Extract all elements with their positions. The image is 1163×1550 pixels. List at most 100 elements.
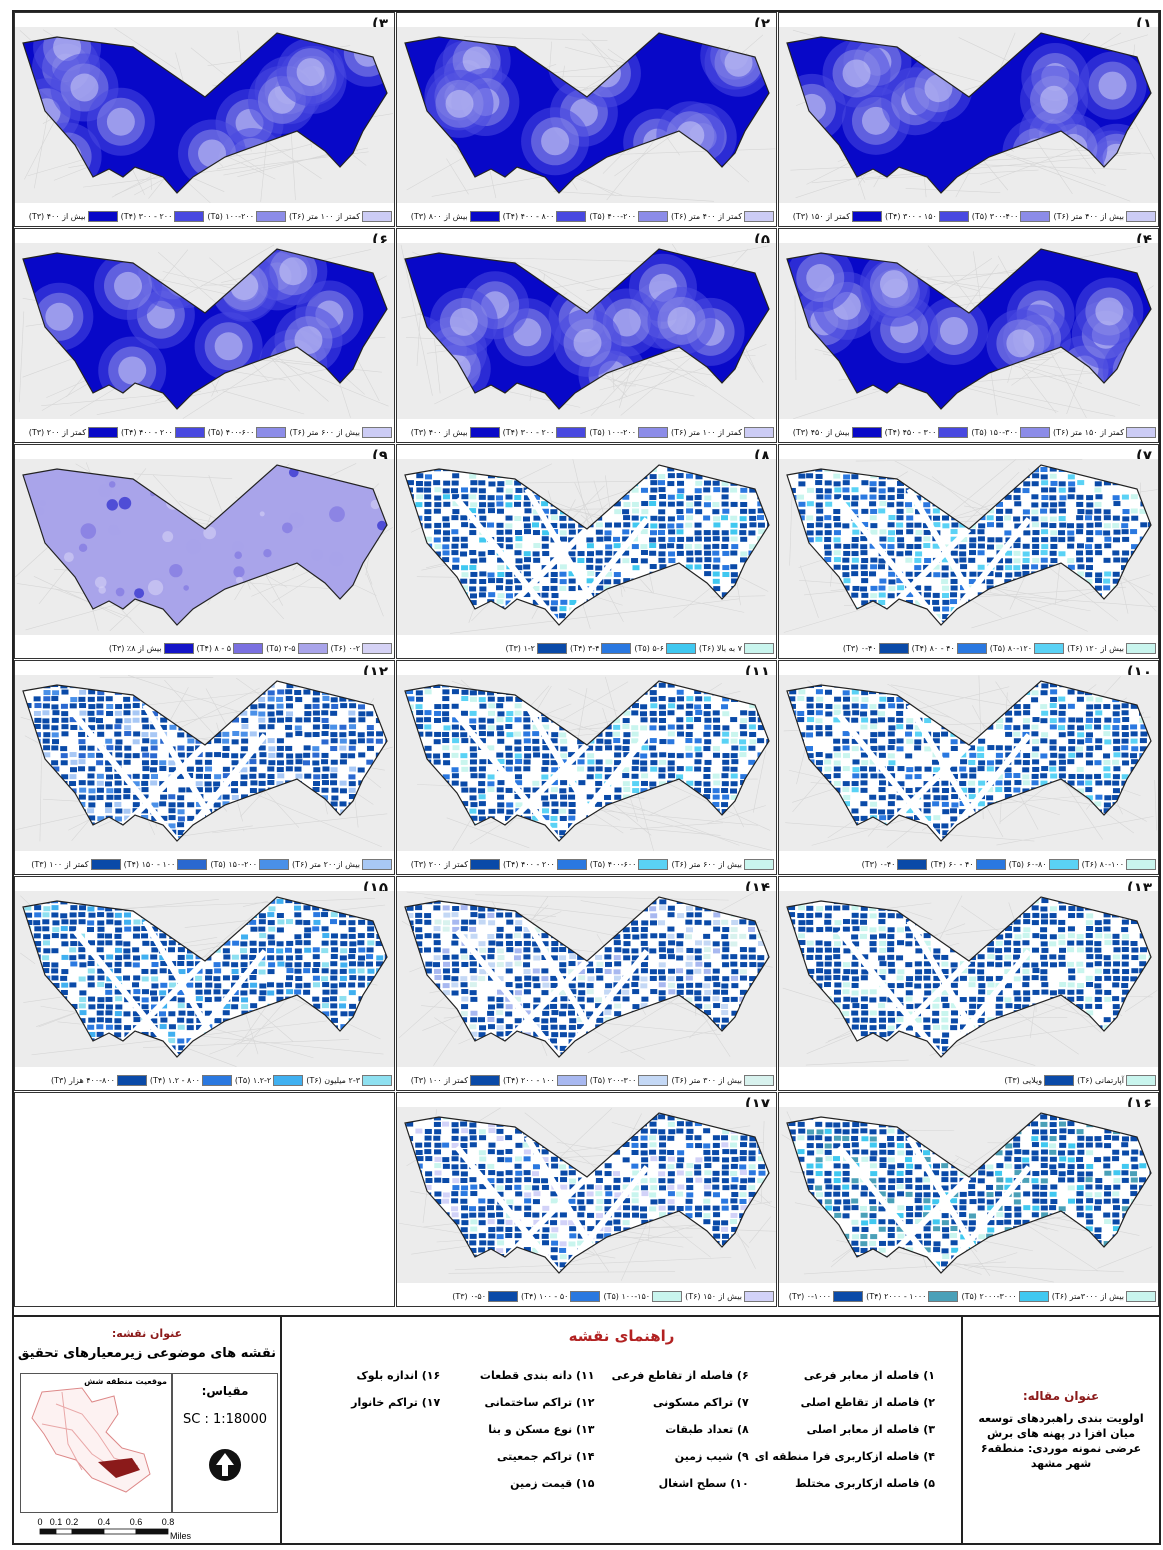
legend-item: ۱.۲-۲ (T۵): [235, 1074, 304, 1086]
thematic-map-panel: (۱۴ بیش از ۳۰۰ متر (T۶) ۲۰۰-۳۰۰ (T۵) ۱۰۰ - …: [396, 876, 777, 1091]
legend-item: بیش از ۸٪ (T۳): [109, 642, 194, 654]
legend-list-item: [292, 1450, 446, 1477]
panel-legend: بیش از ۱۲۰ (T۶) ۸۰-۱۲۰ (T۵) ۴۰ - ۸۰ (T۴) ۰-…: [781, 641, 1156, 655]
legend-item: ۴۰ - ۶۰ (T۴): [930, 858, 1006, 870]
legend-list-item: ۵) فاصله ازکاربری مختلط: [795, 1477, 935, 1490]
legend-label: بیش از ۴۰۰ (T۳): [410, 427, 468, 437]
legend-swatch: [470, 1074, 501, 1086]
legend-swatch: [362, 426, 392, 438]
legend-swatch: [362, 1074, 392, 1086]
legend-item: ۴۰۰-۶۰۰ (T۵): [208, 426, 287, 438]
legend-label: ۱۵۰-۲۰۰ (T۵): [210, 859, 257, 869]
legend-item: کمتر از ۲۰۰ (T۳): [411, 858, 501, 870]
legend-list-item: [292, 1423, 446, 1450]
legend-swatch: [556, 1074, 587, 1086]
legend-label: ۸۰-۱۰۰ (T۶): [1081, 859, 1124, 869]
legend-swatch: [556, 210, 587, 222]
scalebar-tick: 0.1: [50, 1517, 63, 1527]
legend-item: ۱-۲ (T۳): [505, 642, 567, 654]
legend-label: کمتر از ۱۵۰ (T۳): [792, 211, 851, 221]
legend-label: ۴۰۰-۲۰۰ (T۵): [589, 211, 637, 221]
legend-label: بیش از ۱۵۰ (T۶): [685, 1291, 742, 1301]
legend-swatch: [975, 858, 1006, 870]
legend-swatch: [638, 426, 669, 438]
legend-item: کمتر از ۱۰۰ (T۳): [31, 858, 121, 870]
inset-caption: موقعیت منطقه شش: [84, 1377, 167, 1386]
legend-list-item: ۱۴) تراکم جمعیتی: [496, 1450, 595, 1463]
legend-swatch: [116, 1074, 147, 1086]
legend-item: ۲۰۰ - ۴۰۰ (T۴): [503, 858, 587, 870]
legend-swatch: [362, 858, 392, 870]
district-boundary: [786, 248, 1152, 410]
legend-swatch: [1034, 642, 1065, 654]
thematic-map-image: [397, 891, 776, 1067]
legend-item: ۰-۴۰ (T۳): [861, 858, 928, 870]
legend-list-item: ۱۵) قیمت زمین: [510, 1477, 595, 1490]
panel-legend: بیش از ۶۰۰ متر (T۶) ۴۰۰-۶۰۰ (T۵) ۲۰۰ - ۴۰۰…: [17, 425, 392, 439]
panel-legend: بیش از ۳۰۰ متر (T۶) ۲۰۰-۳۰۰ (T۵) ۱۰۰ - ۲۰۰…: [399, 1073, 774, 1087]
thematic-map-panel: (۳ کمتر از ۱۰۰ متر (T۶) ۱۰۰-۲۰۰ (T۵) ۲۰۰ - …: [14, 12, 395, 227]
district-boundary: [404, 248, 770, 410]
thematic-map-image: [397, 27, 776, 203]
legend-item: ۴۰۰-۶۰۰ (T۵): [589, 858, 669, 870]
legend-swatch: [256, 426, 287, 438]
legend-item: ۱۰۰-۱۵۰ (T۵): [603, 1290, 683, 1302]
legend-swatch: [273, 1074, 304, 1086]
legend-swatch: [897, 858, 928, 870]
panel-legend: ۸۰-۱۰۰ (T۶) ۶۰-۸۰ (T۵) ۴۰ - ۶۰ (T۴) ۰-۴۰ (T…: [781, 857, 1156, 871]
thematic-map-image: [397, 459, 776, 635]
legend-item: ۱۰۰-۲۰۰ (T۵): [589, 426, 669, 438]
district-six-highlight: [98, 1458, 140, 1478]
legend-item: کمتر از ۱۰۰ متر (T۶): [289, 210, 392, 222]
map-legend-heading: راهنمای نقشه: [568, 1327, 675, 1345]
panel-legend: بیش از ۱۵۰ (T۶) ۱۰۰-۱۵۰ (T۵) ۵۰ - ۱۰۰ (T۴)…: [399, 1289, 774, 1303]
legend-label: ۰-۴۰ (T۳): [861, 859, 896, 869]
article-title: اولویت بندی راهبردهای توسعه میان افزا در…: [978, 1412, 1144, 1470]
legend-label: ۷ به بالا (T۶): [698, 643, 742, 653]
legend-item: ۳-۴ (T۴): [570, 642, 632, 654]
legend-item: ۴۰ - ۸۰ (T۴): [912, 642, 987, 654]
legend-swatch: [256, 210, 287, 222]
legend-label: بیش از ۶۰۰ متر (T۶): [671, 859, 742, 869]
legend-item: ۰-۱۰۰۰ (T۳): [789, 1290, 864, 1302]
legend-swatch: [1020, 426, 1051, 438]
legend-label: ۴۰۰-۶۰۰ (T۵): [589, 859, 637, 869]
legend-swatch: [1126, 426, 1156, 438]
thematic-map-panel: [14, 1092, 395, 1307]
thematic-map-panel: (۹ ۰-۲ (T۶) ۲-۵ (T۵) ۵ - ۸ (T۴) بیش از ۸٪ (T…: [14, 444, 395, 659]
legend-swatch: [1126, 1290, 1156, 1302]
legend-label: ۱۰۰ - ۲۰۰ (T۴): [503, 1075, 555, 1085]
legend-item: کمتر از ۲۰۰ (T۳): [28, 426, 119, 438]
legend-swatch: [938, 210, 969, 222]
legend-swatch: [556, 858, 587, 870]
legend-label: ۸۰-۱۲۰ (T۵): [989, 643, 1033, 653]
article-heading: عنوان مقاله:: [1022, 1389, 1100, 1403]
legend-item: بیش از ۶۰۰ متر (T۶): [671, 858, 774, 870]
legend-label: ۲-۵ (T۵): [266, 643, 296, 653]
legend-item: ۱۵۰ - ۳۰۰ (T۴): [885, 210, 969, 222]
legend-label: کمتر از ۲۰۰ (T۳): [28, 427, 87, 437]
legend-swatch: [488, 1290, 518, 1302]
thematic-map-panel: (۷ بیش از ۱۲۰ (T۶) ۸۰-۱۲۰ (T۵) ۴۰ - ۸۰ (T۴)…: [778, 444, 1159, 659]
legend-label: ۲-۳ میلیون (T۶): [306, 1075, 360, 1085]
panel-legend: کمتر از ۱۰۰ متر (T۶) ۱۰۰-۲۰۰ (T۵) ۲۰۰ - ۳۰…: [399, 425, 774, 439]
thematic-map-panel: (۱۵ ۲-۳ میلیون (T۶) ۱.۲-۲ (T۵) ۸۰۰ - ۱.۲ (T…: [14, 876, 395, 1091]
legend-swatch: [1126, 210, 1156, 222]
map-title: نقشه های موضوعی زیرمعیارهای تحقیق: [17, 1346, 277, 1361]
map-title-heading: عنوان نقشه:: [111, 1327, 183, 1340]
thematic-map-image: [397, 243, 776, 419]
legend-swatch: [1044, 1074, 1075, 1086]
legend-swatch: [851, 426, 882, 438]
thematic-maps-grid: (۳ کمتر از ۱۰۰ متر (T۶) ۱۰۰-۲۰۰ (T۵) ۲۰۰ - …: [14, 12, 1159, 1307]
legend-item: کمتر از ۱۰۰ (T۳): [411, 1074, 501, 1086]
legend-item: ۲-۵ (T۵): [266, 642, 328, 654]
legend-swatch: [1018, 1290, 1049, 1302]
inset-map-image: [31, 1387, 151, 1493]
legend-label: ۸۰۰ - ۱.۲ (T۴): [149, 1075, 200, 1085]
legend-swatch: [88, 426, 119, 438]
legend-item: ویلایی (T۳): [1004, 1074, 1075, 1086]
legend-swatch: [852, 210, 883, 222]
legend-list-item: ۱۲) تراکم ساختمانی: [484, 1396, 595, 1409]
legend-swatch: [1020, 210, 1051, 222]
legend-swatch: [744, 210, 774, 222]
